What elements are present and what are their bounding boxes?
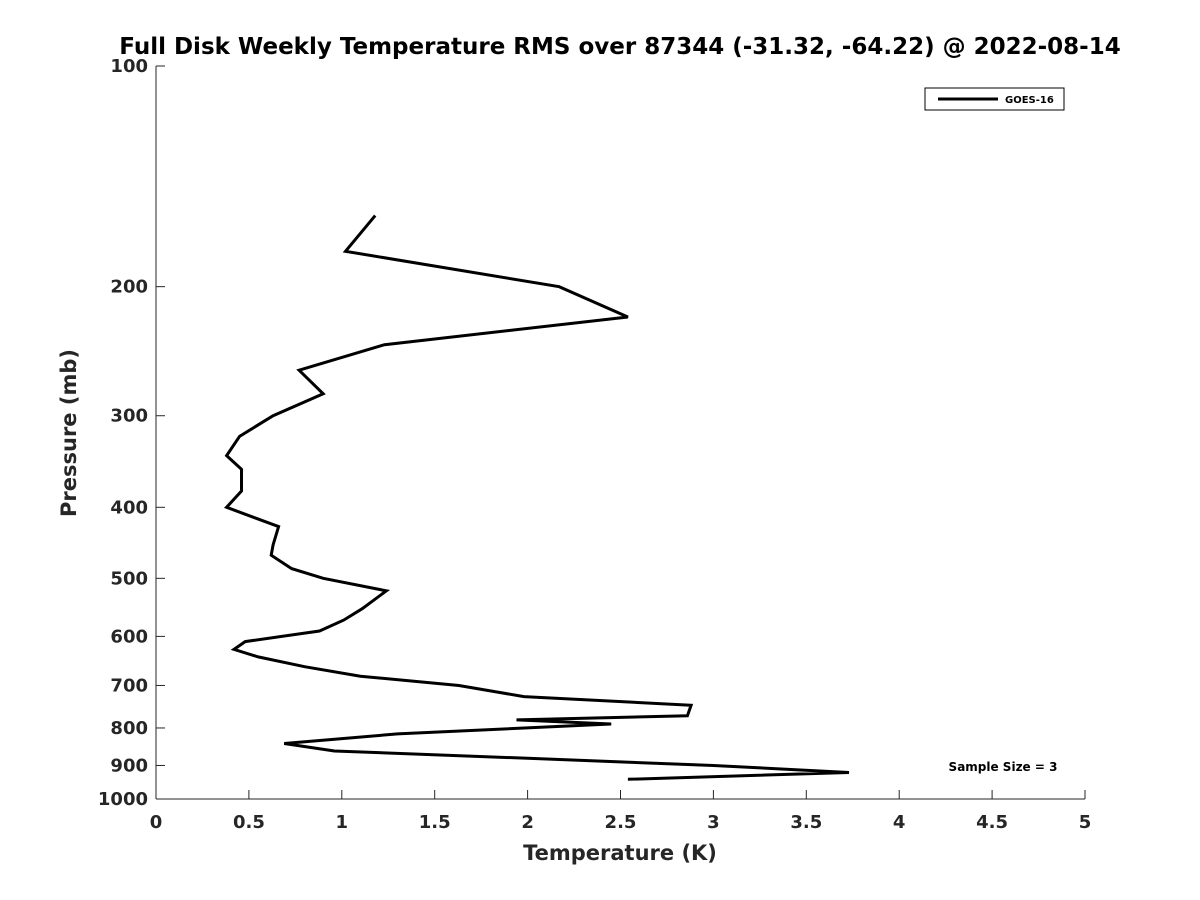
x-tick-label: 4 <box>893 812 906 833</box>
x-tick-label: 5 <box>1079 812 1092 833</box>
y-axis-label: Pressure (mb) <box>57 349 81 517</box>
y-tick-label: 700 <box>110 675 148 696</box>
x-tick-label: 1.5 <box>419 812 451 833</box>
x-axis: 0 0.5 1 1.5 2 2.5 3 3.5 4 4.5 5 <box>150 790 1092 833</box>
x-tick-label: 3.5 <box>790 812 822 833</box>
x-tick-label: 0.5 <box>233 812 265 833</box>
y-tick-label: 300 <box>110 406 148 427</box>
y-axis: 100 200 300 400 500 600 700 800 900 1000 <box>98 56 165 810</box>
y-tick-label: 500 <box>110 568 148 589</box>
y-tick-label: 600 <box>110 626 148 647</box>
x-tick-label: 2.5 <box>605 812 637 833</box>
legend-label-goes-16: GOES-16 <box>1005 95 1054 106</box>
x-tick-label: 0 <box>150 812 163 833</box>
legend: GOES-16 <box>924 87 1065 111</box>
y-tick-label: 100 <box>110 56 148 77</box>
x-tick-label: 3 <box>707 812 720 833</box>
x-axis-label: Temperature (K) <box>523 841 717 865</box>
x-tick-label: 1 <box>336 812 349 833</box>
series-line-goes-16 <box>223 214 850 781</box>
y-tick-label: 400 <box>110 497 148 518</box>
y-tick-label: 900 <box>110 755 148 776</box>
x-tick-label: 4.5 <box>976 812 1008 833</box>
y-tick-label: 800 <box>110 718 148 739</box>
y-tick-label: 1000 <box>98 789 148 810</box>
y-tick-label: 200 <box>110 277 148 298</box>
sample-size-annotation: Sample Size = 3 <box>949 760 1058 774</box>
series-layer <box>223 214 850 781</box>
chart-title: Full Disk Weekly Temperature RMS over 87… <box>119 34 1121 60</box>
x-tick-label: 2 <box>521 812 534 833</box>
